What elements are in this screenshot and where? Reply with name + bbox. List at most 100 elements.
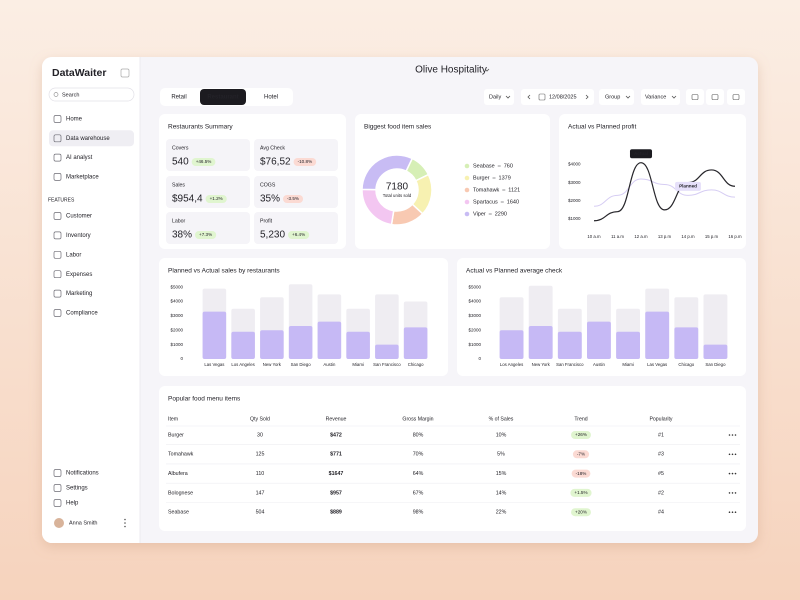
row-menu-dot[interactable] — [728, 453, 731, 456]
y-tick-label: $2000 — [468, 327, 481, 332]
nav-icon — [53, 309, 62, 317]
group-select[interactable] — [599, 89, 634, 105]
pill-text: -7% — [577, 452, 585, 457]
metric-tile — [254, 139, 338, 171]
row-menu-dot[interactable] — [728, 511, 731, 513]
row-menu-dot[interactable] — [728, 434, 731, 436]
change-pill: -3.5% — [283, 195, 304, 203]
legend-dot — [464, 199, 470, 205]
nav-item[interactable]: Notifications — [66, 471, 99, 477]
user-menu-dot — [124, 525, 126, 528]
column-header: Gross Margin — [402, 416, 433, 422]
row-menu-dot[interactable] — [728, 472, 731, 475]
nav-active-bg — [49, 130, 134, 147]
pill-text: +6.4% — [292, 232, 305, 237]
nav-item[interactable]: Home — [66, 117, 83, 123]
nav-item[interactable]: Customer — [66, 214, 92, 220]
legend-value: 1121 — [508, 187, 520, 193]
change-pill: -10.8% — [293, 158, 317, 166]
tab[interactable]: Retail — [171, 95, 186, 101]
table-cell: 147 — [256, 490, 265, 496]
x-tick-label: San Francisco — [373, 362, 401, 367]
y-tick-label: $1000 — [170, 342, 183, 347]
period-text: Daily — [489, 94, 501, 100]
tab[interactable]: Hotel — [264, 95, 278, 101]
search-icon — [53, 92, 59, 97]
nav-item[interactable]: Settings — [66, 486, 88, 492]
table-cell: #1 — [658, 432, 664, 438]
change-pill: +6.4% — [288, 231, 310, 239]
x-tick-label: New York — [532, 362, 551, 367]
item-name: Burger — [168, 432, 184, 438]
nav-item[interactable]: Help — [66, 501, 79, 507]
row-menu-dot[interactable] — [731, 472, 734, 475]
change-pill: +1.2% — [205, 195, 227, 203]
y-tick-label: $2000 — [568, 198, 581, 203]
nav-item[interactable]: Marketplace — [66, 174, 99, 180]
table-cell: 10% — [496, 432, 507, 438]
metric-value: 35% — [260, 194, 280, 205]
workspace-title: Olive Hospitality — [415, 65, 487, 76]
print-button[interactable] — [686, 89, 704, 105]
nav-icon — [53, 134, 62, 143]
column-header: Revenue — [326, 416, 347, 422]
download-button[interactable] — [727, 89, 745, 105]
nav-item[interactable]: Labor — [66, 252, 81, 258]
row-menu-dot[interactable] — [734, 434, 737, 436]
bar — [375, 294, 399, 359]
row-menu-dot[interactable] — [734, 453, 737, 456]
row-menu-dot[interactable] — [731, 434, 734, 436]
series-tag-text: Actual — [634, 151, 648, 156]
pill-text: +20% — [575, 509, 587, 514]
table-cell: #2 — [658, 490, 664, 496]
row-menu-dot[interactable] — [731, 511, 734, 513]
x-tick-label: Chicago — [408, 362, 424, 367]
nav-item[interactable]: Data warehouse — [66, 136, 110, 142]
row-menu-dot[interactable] — [728, 492, 731, 494]
row-menu-dot[interactable] — [731, 453, 734, 456]
item-name: Tomahawk — [168, 452, 194, 458]
collapse-button[interactable] — [120, 68, 130, 78]
metric-value: $954,4 — [172, 194, 203, 205]
nav-item[interactable]: AI analyst — [66, 155, 93, 161]
date-prev[interactable] — [527, 94, 531, 100]
metric-label: Avg Check — [260, 145, 285, 151]
row-menu-dot[interactable] — [734, 492, 737, 494]
table-cell: #3 — [658, 452, 664, 458]
search-box[interactable] — [48, 87, 135, 102]
row-menu-dot[interactable] — [731, 492, 734, 494]
nav-item[interactable]: Marketing — [66, 291, 92, 297]
legend-name: Seabase — [473, 163, 495, 169]
print-button-icon — [691, 94, 699, 100]
table-cell: 22% — [496, 510, 507, 516]
tab[interactable]: Restaurant — [207, 95, 238, 101]
pill-text: -3.5% — [287, 196, 299, 201]
date-text: 12/08/2025 — [549, 94, 577, 100]
row-menu-dot[interactable] — [734, 472, 737, 475]
bar — [645, 311, 670, 359]
pill-bg — [571, 508, 591, 517]
nav-item[interactable]: Inventory — [66, 233, 91, 239]
table-cell: 15% — [496, 471, 507, 477]
table-cell: 5% — [497, 452, 505, 458]
nav-item[interactable]: Expenses — [66, 272, 92, 278]
pill-text: -18% — [576, 471, 587, 476]
table-cell: 98% — [413, 510, 424, 516]
nav-item[interactable]: Compliance — [66, 311, 98, 317]
date-next[interactable] — [585, 94, 589, 100]
row-menu-dot[interactable] — [734, 511, 737, 513]
x-tick-label: Austin — [593, 362, 606, 367]
mail-button[interactable] — [706, 89, 724, 105]
variance-select[interactable] — [641, 89, 680, 105]
pill-text: +7.3% — [199, 232, 212, 237]
search-placeholder: Search — [62, 92, 79, 98]
date-picker[interactable] — [521, 89, 594, 105]
period-select[interactable] — [484, 89, 514, 105]
series-tag-bg — [675, 181, 701, 191]
legend-dot — [464, 163, 470, 169]
table-cell: 70% — [413, 452, 424, 458]
table-cell: 504 — [256, 510, 265, 516]
legend-name: Burger — [473, 175, 490, 181]
x-tick-label: 15 p.m — [705, 234, 719, 239]
